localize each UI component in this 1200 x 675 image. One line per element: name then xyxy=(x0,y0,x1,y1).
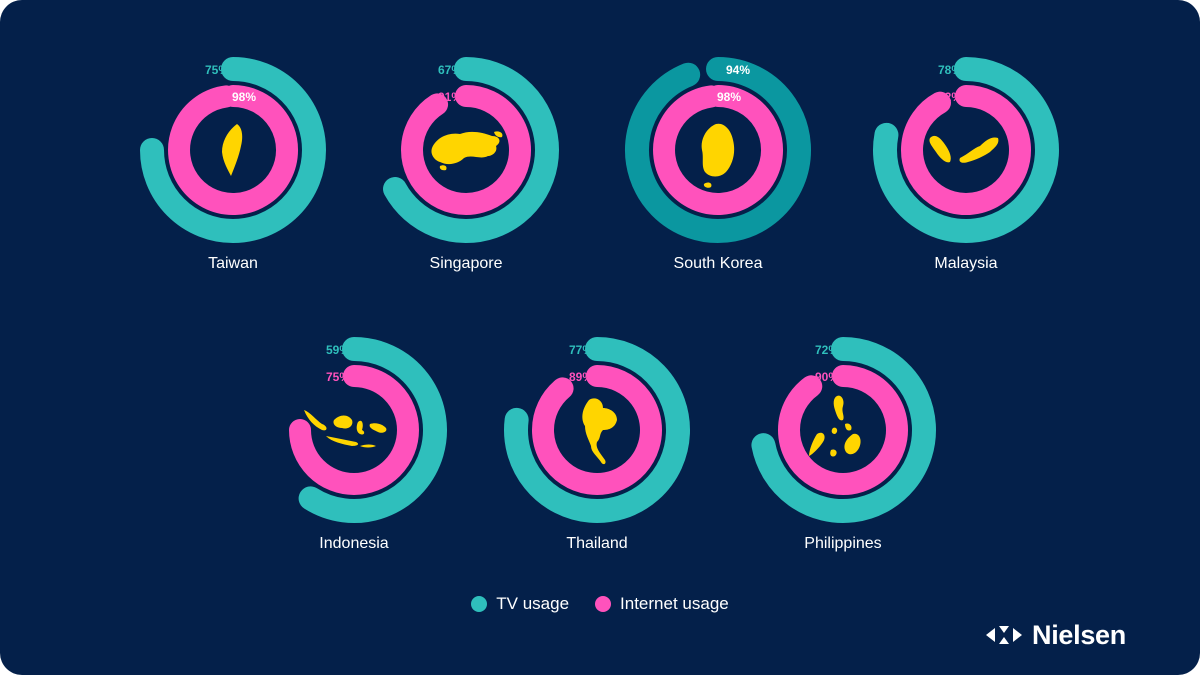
thailand-map-icon xyxy=(582,398,617,465)
country-name-label: Malaysia xyxy=(934,255,997,272)
country-name-label: Thailand xyxy=(566,535,627,552)
tv-arc-thailand xyxy=(504,337,690,523)
internet-arc-thailand xyxy=(532,365,662,495)
internet-arc-south-korea xyxy=(653,85,784,215)
internet-value-label: 98% xyxy=(717,90,741,104)
tv-value-label: 59% xyxy=(326,343,350,357)
internet-value-label: 75% xyxy=(326,370,350,384)
nielsen-logo: Nielsen xyxy=(984,620,1126,650)
legend-label-tv: TV usage xyxy=(496,594,570,613)
internet-arc-singapore xyxy=(401,85,531,215)
country-singapore: 67% 91% Singapore xyxy=(383,57,559,272)
country-name-label: South Korea xyxy=(674,255,763,272)
tv-arc-philippines xyxy=(751,337,936,523)
tv-value-label: 72% xyxy=(815,343,839,357)
philippines-map-icon xyxy=(809,395,861,457)
country-name-label: Indonesia xyxy=(319,535,388,552)
legend-label-internet: Internet usage xyxy=(620,594,729,613)
tv-value-label: 75% xyxy=(205,63,229,77)
internet-arc-indonesia xyxy=(289,365,419,495)
tv-value-label: 67% xyxy=(438,63,462,77)
tv-arc-singapore xyxy=(383,57,559,243)
country-name-label: Taiwan xyxy=(208,255,258,272)
legend-dot-tv xyxy=(471,596,488,612)
country-thailand: 77% 89% Thailand xyxy=(504,337,690,552)
internet-arc-taiwan xyxy=(168,85,299,215)
internet-value-label: 91% xyxy=(438,90,462,104)
tv-value-label: 78% xyxy=(938,63,962,77)
internet-arc-malaysia xyxy=(901,85,1031,215)
country-south-korea: 94% 98% South Korea xyxy=(625,57,811,272)
tv-value-label: 94% xyxy=(726,63,750,77)
country-taiwan: 75%98% Taiwan xyxy=(140,57,326,272)
legend-dot-internet xyxy=(595,596,612,612)
legend-item-internet: Internet usage xyxy=(595,594,729,614)
internet-value-label: 98% xyxy=(232,90,256,104)
tv-arc-indonesia xyxy=(298,337,447,523)
country-indonesia: 59% 75% Indonesia xyxy=(289,337,447,552)
singapore-map-icon xyxy=(431,131,503,171)
internet-value-label: 92% xyxy=(938,90,962,104)
tv-arc-taiwan xyxy=(140,57,326,243)
south-korea-map-icon xyxy=(701,123,735,188)
internet-arc-philippines xyxy=(778,365,908,495)
nielsen-logo-icon xyxy=(986,626,1022,644)
country-malaysia: 78% 92% Malaysia xyxy=(873,57,1059,272)
legend: TV usage Internet usage xyxy=(0,594,1200,614)
country-name-label: Singapore xyxy=(430,255,503,272)
tv-arc-malaysia xyxy=(873,57,1059,243)
tv-value-label: 77% xyxy=(569,343,593,357)
legend-item-tv: TV usage xyxy=(471,594,569,614)
internet-value-label: 89% xyxy=(569,370,593,384)
brand-name: Nielsen xyxy=(1032,619,1126,650)
country-philippines: 72% 90% Philippines xyxy=(751,337,936,552)
malaysia-map-icon xyxy=(929,135,999,163)
indonesia-map-icon xyxy=(304,410,387,448)
tv-arc-south-korea xyxy=(625,57,811,243)
internet-value-label: 90% xyxy=(815,370,839,384)
taiwan-map-icon xyxy=(222,124,243,176)
country-name-label: Philippines xyxy=(804,535,881,552)
